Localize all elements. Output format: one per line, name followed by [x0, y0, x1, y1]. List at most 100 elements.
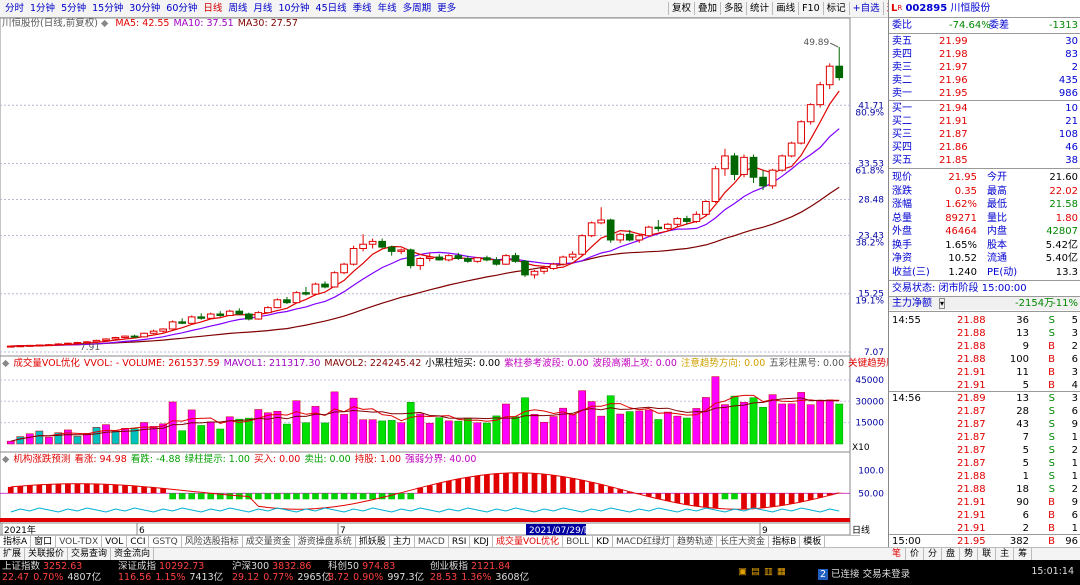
candle[interactable]	[340, 262, 348, 275]
indicator-tab[interactable]: BOLL	[563, 536, 594, 548]
period-tab[interactable]: 季线	[352, 3, 372, 14]
candle[interactable]	[797, 120, 805, 145]
candle[interactable]	[368, 238, 377, 249]
candle[interactable]	[702, 200, 710, 216]
bids-row[interactable]: 买二 21.91 21	[892, 116, 1078, 127]
kline-chart[interactable]: 41.71 33.53 28.48 23.43 15.25 7.07 80.9% 61.8% 3…	[0, 0, 888, 535]
bids-row[interactable]: 买四 21.86 46	[892, 142, 1078, 153]
indicator-tab[interactable]: 趋势轨迹	[674, 536, 718, 548]
candle[interactable]	[521, 259, 529, 278]
panel-tab[interactable]: 联	[978, 548, 997, 560]
indicator-tab[interactable]: RSI	[449, 536, 471, 548]
candle[interactable]	[35, 344, 44, 347]
settings-icon[interactable]: ◆	[2, 358, 10, 369]
candle[interactable]	[206, 312, 215, 320]
candle[interactable]	[283, 296, 291, 305]
candle[interactable]	[749, 154, 758, 183]
indicator-tab[interactable]: 游资操盘系统	[295, 536, 356, 548]
candle[interactable]	[692, 211, 701, 223]
candle[interactable]	[111, 336, 120, 340]
candle[interactable]	[302, 286, 310, 296]
tool-button[interactable]: 画线	[772, 2, 798, 15]
candle[interactable]	[25, 344, 34, 347]
candle[interactable]	[473, 257, 482, 263]
indicator-tab[interactable]: 指标A	[0, 536, 32, 548]
candle[interactable]	[216, 311, 225, 317]
candle[interactable]	[292, 291, 301, 304]
candle[interactable]	[121, 335, 129, 339]
candle[interactable]	[159, 328, 167, 333]
candle[interactable]	[483, 255, 491, 262]
candle[interactable]	[502, 254, 510, 265]
candle[interactable]	[825, 63, 834, 89]
candle[interactable]	[130, 334, 139, 338]
candle[interactable]	[616, 232, 625, 243]
indicator-tab[interactable]: 模板	[800, 536, 826, 548]
candle[interactable]	[378, 238, 386, 249]
indicator-tab[interactable]: 主力	[390, 536, 415, 548]
index-quote[interactable]: 上证指数 3252.63 22.47 0.70% 4807亿	[2, 561, 102, 583]
period-tab[interactable]: 日线	[203, 3, 223, 14]
index-quote[interactable]: 科创50 974.83 8.72 0.90% 997.3亿	[328, 561, 425, 583]
bids-row[interactable]: 买五 21.85 38	[892, 155, 1078, 166]
indicator-tab[interactable]: 成交量VOL优化	[492, 536, 564, 548]
candle[interactable]	[387, 245, 396, 256]
index-quote[interactable]: 沪深300 3832.86 29.12 0.77% 2965亿	[232, 561, 332, 583]
candle[interactable]	[768, 168, 777, 189]
candle[interactable]	[540, 265, 548, 275]
asks-row[interactable]: 卖五 21.99 30	[892, 36, 1078, 47]
tool-button[interactable]: F10	[798, 2, 823, 15]
candle[interactable]	[568, 251, 577, 260]
candle[interactable]	[45, 343, 53, 347]
indicator-tab[interactable]: 指标B	[769, 536, 801, 548]
indicator-tab[interactable]: MACD	[415, 536, 449, 548]
period-tab[interactable]: 年线	[377, 3, 397, 14]
candle[interactable]	[597, 207, 606, 225]
tool-button[interactable]: +自选	[848, 2, 883, 15]
candle[interactable]	[178, 318, 187, 325]
candle[interactable]	[264, 306, 272, 314]
candle[interactable]	[92, 339, 101, 343]
period-tab[interactable]: 30分钟	[129, 3, 161, 14]
period-tab[interactable]: 周线	[228, 3, 248, 14]
asks-row[interactable]: 卖三 21.97 2	[892, 62, 1078, 73]
indicator-tab[interactable]: VOL	[102, 536, 128, 548]
candle[interactable]	[759, 170, 767, 191]
asks-row[interactable]: 卖四 21.98 83	[892, 49, 1078, 60]
candle[interactable]	[530, 269, 539, 279]
indicator-tab[interactable]: MACD红绿灯	[613, 536, 675, 548]
candle[interactable]	[559, 255, 567, 266]
period-tab[interactable]: 15分钟	[92, 3, 124, 14]
index-quote[interactable]: 创业板指 2121.84 28.53 1.36% 3608亿	[430, 561, 530, 583]
indicator-tab[interactable]: KD	[593, 536, 614, 548]
indicator-tab[interactable]: 成交量资金	[243, 536, 295, 548]
candle[interactable]	[140, 332, 148, 338]
candle[interactable]	[730, 153, 739, 181]
index-quote[interactable]: 深证成指 10292.73 116.56 1.15% 7413亿	[118, 561, 224, 583]
dropdown-icon[interactable]: ▾	[939, 298, 946, 309]
period-tab[interactable]: 分时	[5, 3, 25, 14]
candle[interactable]	[492, 257, 501, 266]
candle[interactable]	[16, 345, 25, 348]
bids-row[interactable]: 买三 21.87 108	[892, 129, 1078, 140]
tool-button[interactable]: 复权	[668, 2, 694, 15]
indicator-tab[interactable]: VOL-TDX	[56, 536, 103, 548]
candle[interactable]	[787, 141, 796, 158]
candle[interactable]	[416, 257, 425, 270]
candle[interactable]	[663, 222, 672, 232]
candle[interactable]	[644, 225, 653, 238]
extension-tab[interactable]: 扩展	[0, 548, 26, 560]
period-tab[interactable]: 10分钟	[278, 3, 310, 14]
candle[interactable]	[225, 309, 234, 317]
panel-tab[interactable]: 盘	[942, 548, 961, 560]
candle[interactable]	[435, 254, 444, 261]
asks-row[interactable]: 卖一 21.95 986	[892, 88, 1078, 99]
indicator-tab[interactable]: 窗口	[31, 536, 57, 548]
candle[interactable]	[635, 234, 644, 243]
bids-row[interactable]: 买一 21.94 10	[892, 103, 1078, 114]
panel-tab[interactable]: 筹	[1014, 548, 1033, 560]
candle[interactable]	[187, 315, 196, 325]
candle[interactable]	[606, 218, 615, 243]
candle[interactable]	[311, 282, 320, 296]
candle[interactable]	[778, 154, 786, 172]
